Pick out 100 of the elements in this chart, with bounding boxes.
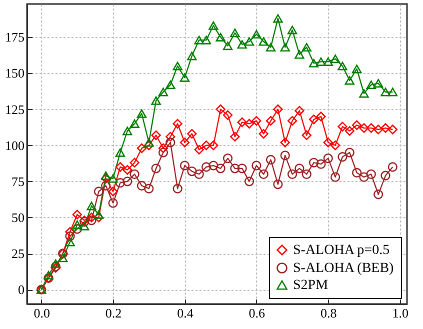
point bbox=[252, 160, 262, 170]
point bbox=[94, 186, 104, 196]
point bbox=[122, 165, 132, 175]
point bbox=[323, 154, 333, 164]
point bbox=[287, 169, 298, 180]
point bbox=[316, 57, 326, 66]
point bbox=[230, 164, 240, 174]
point bbox=[380, 88, 390, 96]
point bbox=[101, 174, 111, 184]
point bbox=[338, 62, 348, 70]
y-tick-label: 25 bbox=[12, 246, 24, 262]
x-tick-label: 0.8 bbox=[320, 306, 337, 320]
point bbox=[316, 159, 326, 169]
point bbox=[244, 118, 254, 129]
point bbox=[258, 128, 268, 139]
point bbox=[308, 114, 319, 124]
point bbox=[287, 26, 298, 34]
point bbox=[352, 64, 362, 74]
point bbox=[280, 150, 290, 160]
point bbox=[94, 212, 104, 222]
point bbox=[302, 169, 312, 180]
y-tick-label: 50 bbox=[12, 210, 24, 225]
point bbox=[388, 162, 398, 172]
point bbox=[338, 122, 348, 132]
point bbox=[323, 138, 333, 148]
point bbox=[222, 110, 233, 120]
point bbox=[86, 216, 96, 226]
point bbox=[108, 174, 118, 183]
point bbox=[115, 178, 126, 188]
point bbox=[344, 76, 354, 85]
point bbox=[180, 160, 190, 170]
point bbox=[216, 32, 226, 42]
point bbox=[158, 88, 168, 96]
point bbox=[266, 42, 276, 52]
point bbox=[136, 109, 147, 118]
point bbox=[108, 198, 118, 208]
point bbox=[72, 210, 82, 220]
point bbox=[208, 140, 218, 150]
point bbox=[359, 172, 369, 182]
point bbox=[252, 30, 262, 39]
point bbox=[359, 123, 369, 133]
point bbox=[108, 186, 118, 196]
point bbox=[144, 184, 154, 194]
point bbox=[194, 169, 204, 180]
legend-label: S-ALOHA (BEB) bbox=[293, 261, 394, 276]
point bbox=[201, 36, 212, 44]
point bbox=[172, 62, 182, 70]
point bbox=[194, 36, 204, 44]
point bbox=[330, 172, 340, 182]
point bbox=[273, 14, 283, 23]
point bbox=[172, 118, 182, 129]
point bbox=[273, 179, 283, 190]
y-tick-label: 75 bbox=[12, 174, 24, 189]
point bbox=[294, 106, 304, 116]
point bbox=[122, 126, 132, 136]
point bbox=[230, 132, 240, 142]
point bbox=[136, 143, 147, 154]
point bbox=[280, 42, 290, 52]
point bbox=[151, 96, 161, 105]
point bbox=[187, 52, 197, 60]
point bbox=[222, 42, 233, 50]
point bbox=[380, 123, 390, 133]
point bbox=[294, 164, 304, 174]
point bbox=[388, 124, 398, 134]
point bbox=[366, 80, 376, 90]
point bbox=[373, 190, 384, 200]
point bbox=[373, 124, 384, 134]
point bbox=[187, 166, 197, 176]
point bbox=[258, 37, 268, 46]
point bbox=[302, 130, 312, 140]
point bbox=[201, 140, 212, 150]
point bbox=[172, 184, 182, 194]
point bbox=[294, 50, 304, 59]
x-tick-label: 0.4 bbox=[177, 306, 194, 320]
point bbox=[366, 123, 376, 133]
point bbox=[308, 158, 319, 168]
legend-label: S-ALOHA p=0.5 bbox=[293, 243, 390, 258]
point bbox=[122, 176, 132, 186]
point bbox=[144, 140, 154, 150]
point bbox=[158, 148, 168, 158]
point bbox=[144, 138, 154, 147]
point bbox=[287, 116, 298, 126]
point bbox=[101, 180, 111, 191]
y-tick-label: 175 bbox=[5, 30, 24, 45]
y-tick-label: 150 bbox=[5, 66, 24, 81]
point bbox=[344, 126, 354, 136]
x-tick-label: 0.0 bbox=[34, 306, 50, 320]
point bbox=[58, 254, 68, 262]
point bbox=[194, 144, 204, 155]
point bbox=[86, 212, 96, 222]
point bbox=[166, 80, 176, 90]
point bbox=[72, 220, 82, 229]
point bbox=[366, 169, 376, 180]
x-tick-label: 0.2 bbox=[105, 306, 122, 320]
point bbox=[50, 259, 61, 268]
point bbox=[258, 169, 268, 180]
point bbox=[115, 162, 126, 172]
point bbox=[208, 160, 218, 170]
point bbox=[230, 28, 240, 38]
point bbox=[180, 138, 190, 148]
